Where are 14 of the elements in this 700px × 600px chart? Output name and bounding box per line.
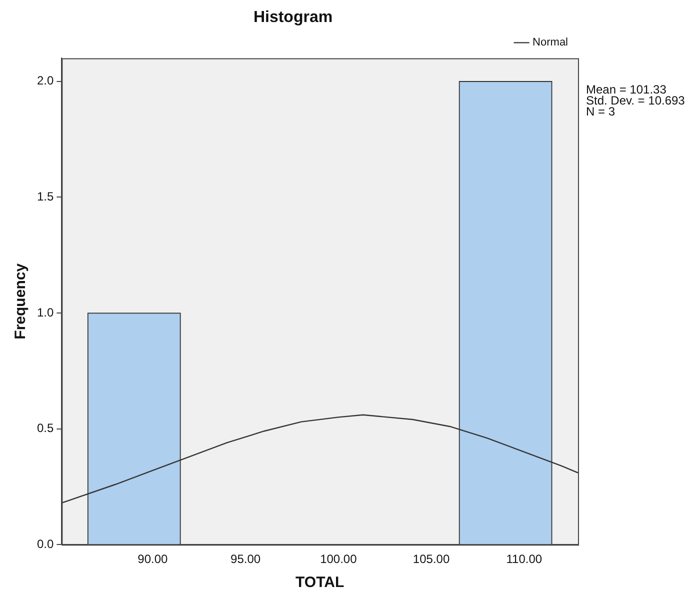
y-tick-label: 0.5 xyxy=(36,421,54,436)
x-tick-label: 90.00 xyxy=(138,552,168,566)
x-tick-label: 110.00 xyxy=(506,552,542,566)
y-axis-title: Frequency xyxy=(12,262,30,340)
x-tick-label: 105.00 xyxy=(412,552,450,566)
x-axis-title: TOTAL xyxy=(296,574,344,592)
x-tick-label: 95.00 xyxy=(230,552,261,566)
legend-label: Normal xyxy=(532,36,568,49)
chart-title: Histogram xyxy=(253,9,333,26)
y-tick-label: 1.5 xyxy=(36,189,54,204)
x-tick-label: 100.00 xyxy=(320,552,358,566)
y-tick-label: 1.0 xyxy=(36,305,54,320)
y-tick-label: 0.0 xyxy=(36,536,54,551)
y-tick-label: 2.0 xyxy=(36,74,54,88)
